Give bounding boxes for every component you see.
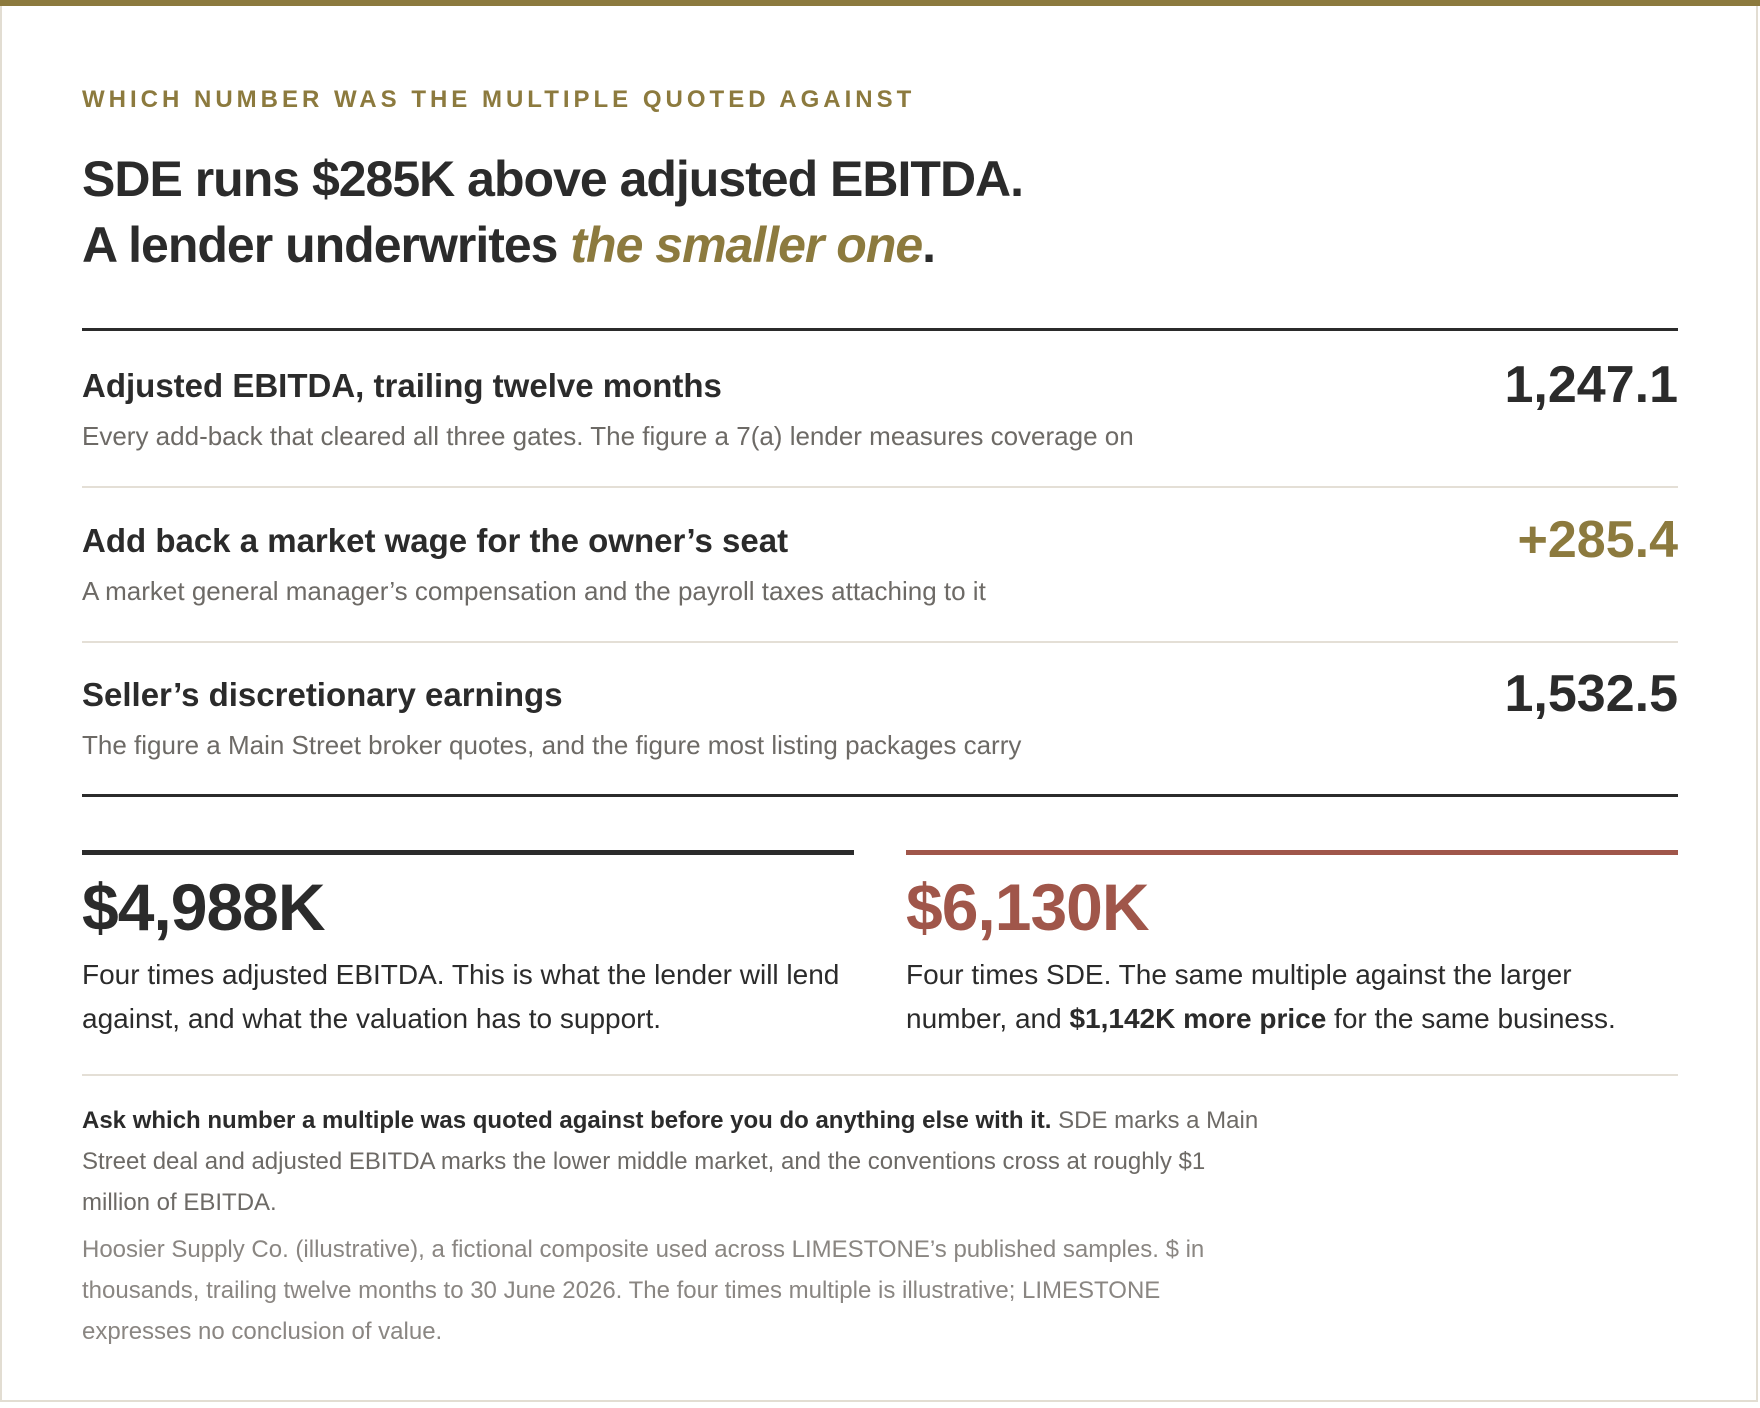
table-bottom-rule [82,794,1678,797]
takeaway-note: Ask which number a multiple was quoted a… [82,1100,1262,1223]
headline-line-2-prefix: A lender underwrites [82,217,571,273]
card-top-bar [906,850,1678,855]
table-row-sde: Seller’s discretionary earnings The figu… [82,640,1678,790]
footnote: Hoosier Supply Co. (illustrative), a fic… [82,1236,1205,1345]
headline-accent: the smaller one [570,217,923,273]
row-label: Adjusted EBITDA, trailing twelve months [82,367,722,404]
headline-line-2: A lender underwrites the smaller one. [82,212,1023,278]
headline: SDE runs $285K above adjusted EBITDA. A … [82,146,1024,278]
table-top-rule [82,328,1678,331]
row-divider [82,641,1678,643]
sde-text-bold: $1,142K more price [1069,1003,1327,1034]
row-description: The figure a Main Street broker quotes, … [82,730,1022,760]
headline-line-1: SDE runs $285K above adjusted EBITDA. [82,151,1024,207]
row-value: 1,247.1 [1504,356,1679,414]
row-description: Every add-back that cleared all three ga… [82,421,1134,451]
lender-valuation-text: Four times adjusted EBITDA. This is what… [82,959,840,1034]
note-rest: SDE marks a Main Street deal and adjuste… [82,1107,1259,1216]
note-bold: Ask which number a multiple was quoted a… [82,1107,1052,1134]
sde-valuation-amount: $6,130K [906,870,1150,944]
top-accent-bar [0,0,1760,6]
lender-valuation-card: $4,988K Four times adjusted EBITDA. This… [82,850,854,1041]
row-description: A market general manager’s compensation … [82,576,986,606]
sde-text-after: for the same business. [1326,1003,1616,1034]
row-label: Add back a market wage for the owner’s s… [82,522,789,559]
sde-valuation-card: $6,130K Four times SDE. The same multipl… [906,850,1678,1041]
card-top-bar [82,850,854,855]
row-value: 1,532.5 [1504,665,1679,723]
eyebrow: WHICH NUMBER WAS THE MULTIPLE QUOTED AGA… [82,86,916,113]
sde-valuation-text: Four times SDE. The same multiple agains… [906,953,1678,1041]
row-divider [82,486,1678,488]
sde-text-before: Four times SDE. The same multiple agains… [906,959,1572,1034]
headline-line-2-suffix: . [922,217,936,273]
table-row-adjusted-ebitda: Adjusted EBITDA, trailing twelve months … [82,331,1678,481]
row-value: +285.4 [1517,511,1679,569]
lender-valuation-amount: $4,988K [82,870,326,944]
note-divider [82,1074,1678,1076]
table-row-owner-wage: Add back a market wage for the owner’s s… [82,486,1678,636]
row-label: Seller’s discretionary earnings [82,676,563,713]
